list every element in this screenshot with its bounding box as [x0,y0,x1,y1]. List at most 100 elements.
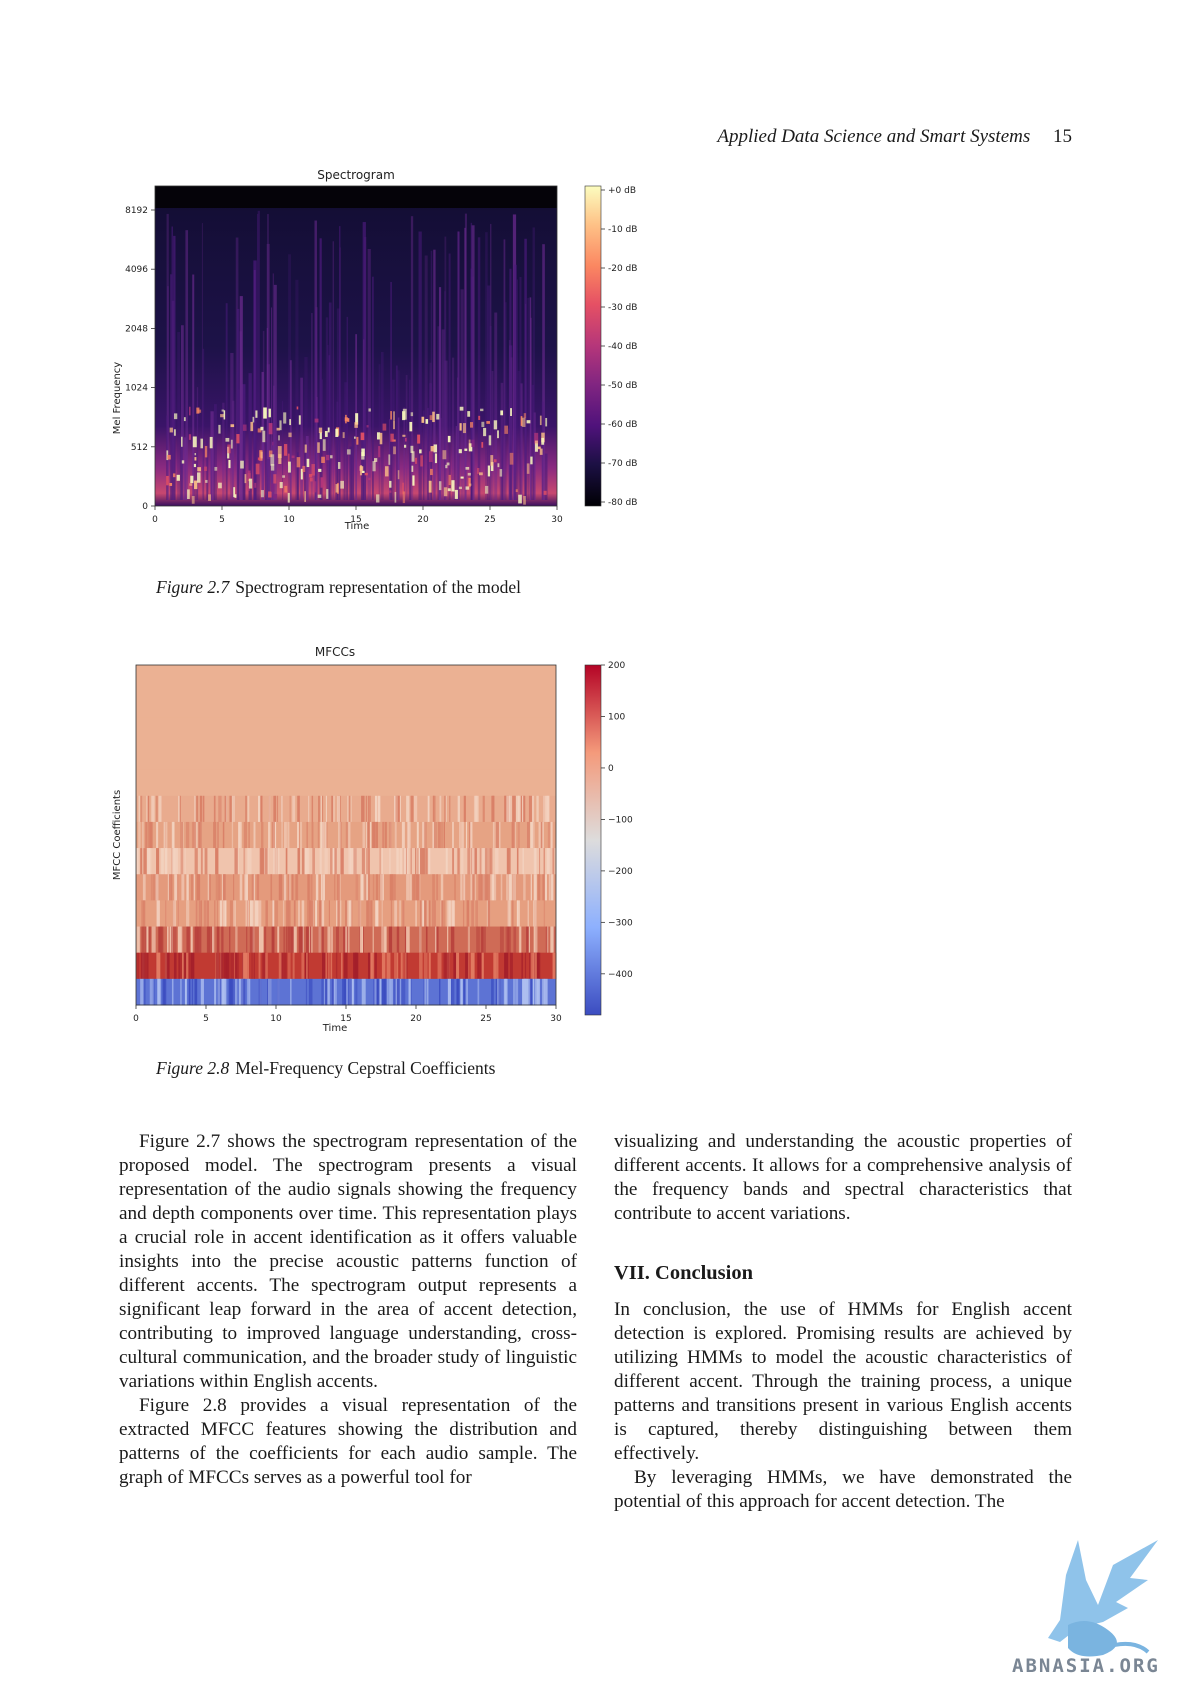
spectrogram-energy-cell [176,474,180,481]
mfcc-cell [396,795,399,823]
spectrogram-burst [485,232,488,500]
spectrogram-burst [427,407,429,500]
mfcc-cell [394,952,398,980]
spectrogram-energy-cell [468,439,471,449]
mfcc-cell [543,900,546,928]
spectrogram-burst [433,249,436,500]
mfcc-cell [286,900,289,928]
mfcc-cell [186,900,190,928]
spectrogram-energy-cell [302,465,306,472]
mfcc-cell [463,795,466,823]
mfcc-cell [231,795,235,823]
mfcc-cell [504,795,507,823]
spectrogram-energy-cell [325,454,330,461]
mfcc-cell [147,795,150,823]
spectrogram-x-tick-label: 25 [484,515,495,525]
spectrogram-burst [533,412,536,500]
mfcc-cell [164,821,168,849]
mfcc-cell [304,848,307,875]
mfcc-cell [195,900,198,928]
mfcc-cell [434,900,436,928]
mfcc-cell [527,978,531,1006]
spectrogram-burst [305,436,309,500]
mfcc-row [136,717,556,744]
mfcc-cell [188,978,191,1006]
spectrogram-energy-cell [169,482,173,486]
spectrogram-energy-cell [197,467,202,472]
mfcc-cell [416,874,420,901]
mfcc-cell [447,978,451,1006]
mfcc-cell [340,848,344,875]
spectrogram-energy-cell [459,423,462,431]
mfcc-cell [513,978,515,1006]
mfcc-x-tick-label: 10 [270,1014,282,1024]
spectrogram-burst [180,325,184,500]
mfcc-cell [360,874,363,901]
spectrogram-energy-cell [504,425,509,434]
mfcc-cell [505,926,509,954]
mfcc-cell [550,926,554,954]
spectrogram-energy-cell [279,482,283,489]
mfcc-cell [489,848,493,875]
mfcc-cell [265,900,268,928]
spectrogram-energy-cell [276,427,280,431]
mfcc-cell [191,821,195,849]
mfcc-cell [410,848,412,875]
mfcc-cell [194,795,196,823]
spectrogram-y-ticks: 0 512 1024 2048 4096 8192 [125,206,155,512]
mfcc-cell [272,900,275,928]
spectrogram-energy-cell [225,437,230,442]
mfcc-cell [251,874,255,901]
spectrogram-energy-cell [187,489,190,499]
mfcc-cell [404,926,407,954]
spectrogram-energy-cell [287,453,290,466]
spectrogram-burst [453,437,456,500]
mfcc-cell [345,926,347,954]
spectrogram-energy-cell [526,463,530,474]
mfcc-cell [318,926,321,954]
mfcc-cell [278,874,283,901]
mfcc-cell [178,795,180,823]
spectrogram-energy-cell [481,421,485,428]
mfcc-cell [328,900,330,928]
spectrogram-burst [342,416,345,500]
mfcc-cell [344,952,348,980]
spectrogram-energy-cell [445,464,448,469]
mfcc-cell [320,821,323,849]
mfcc-cell [534,952,536,980]
spectrogram-energy-cell [465,466,470,470]
mfcc-cell [140,978,144,1006]
mfcc-cell [186,874,189,901]
mfcc-cell [185,821,190,849]
mfcc-cell [224,978,227,1006]
mfcc-cell [472,874,475,901]
mfcc-cell [194,821,197,849]
mfcc-cell [448,900,451,928]
mfcc-cell [388,926,393,954]
mfcc-cell [283,874,287,901]
spectrogram-burst [300,377,303,500]
mfcc-cell [264,926,267,954]
mfcc-cell [307,874,310,901]
mfcc-cell [181,874,185,901]
mfcc-cell [394,900,398,928]
mfcc-cell [198,926,202,954]
spectrogram-energy-cell [484,485,489,494]
mfcc-cell [258,952,261,980]
spectrogram-burst [237,389,240,500]
spectrogram-x-tick-label: 20 [417,515,429,525]
spectrogram-energy-cell [260,490,264,498]
mfcc-cell [293,926,297,954]
mfcc-cell [445,952,450,980]
spectrogram-energy-cell [321,456,325,463]
spectrogram-burst [363,339,365,500]
mfcc-cell [494,952,499,980]
mfcc-cell [330,952,333,980]
mfcc-cell [537,952,540,980]
mfcc-cell [147,821,151,849]
mfcc-cell [374,795,378,823]
mfcc-cell [407,821,411,849]
spectrogram-y-tick-label: 8192 [125,206,148,216]
mfcc-cell [479,848,482,875]
spectrogram-energy-cell [497,430,499,439]
